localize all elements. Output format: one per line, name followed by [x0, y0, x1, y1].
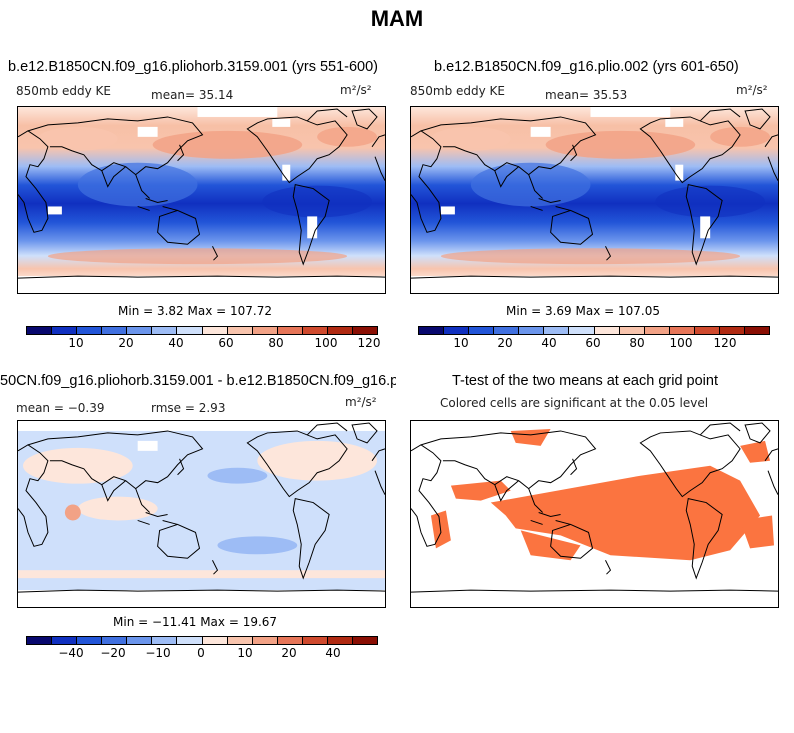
panel-3-rmse-label: rmse = 2.93 [151, 401, 226, 415]
panel-3-mean-label: mean = −0.39 [16, 401, 105, 415]
panel-1-variable-label: 850mb eddy KE [16, 84, 112, 98]
panel-1-colorbar [26, 326, 378, 335]
panel-3-colorbar-tick: 10 [237, 646, 253, 660]
panel-1-colorbar-tick: 100 [314, 336, 338, 350]
panel-4-map [410, 420, 779, 608]
panel-1-title: b.e12.B1850CN.f09_g16.pliohorb.3159.001 … [8, 59, 379, 75]
panel-1-colorbar-tick: 20 [118, 336, 134, 350]
panel-3-units: m²/s² [345, 395, 377, 409]
panel-2-map [410, 106, 779, 294]
panel-2-units: m²/s² [736, 83, 768, 97]
panel-2-title: b.e12.B1850CN.f09_g16.plio.002 (yrs 601-… [434, 59, 739, 75]
panel-1-units: m²/s² [340, 83, 372, 97]
panel-3-min-max: Min = −11.41 Max = 19.67 [113, 615, 278, 629]
panel-4-subtitle: Colored cells are significant at the 0.0… [440, 396, 709, 410]
panel-2-variable-label: 850mb eddy KE [410, 84, 506, 98]
panel-2-colorbar-tick: 120 [713, 336, 737, 350]
page-title: MAM [370, 6, 424, 31]
panel-1-colorbar-tick: 40 [168, 336, 184, 350]
panel-3-title: 50CN.f09_g16.pliohorb.3159.001 - b.e12.B… [0, 373, 396, 389]
panel-3-map [17, 420, 386, 608]
panel-3-colorbar-tick: −20 [100, 646, 126, 660]
panel-1-mean-label: mean= 35.14 [151, 88, 234, 102]
panel-1-colorbar-tick: 120 [357, 336, 381, 350]
panel-3-colorbar-tick: −40 [58, 646, 84, 660]
panel-2-min-max: Min = 3.69 Max = 107.05 [506, 304, 660, 318]
panel-3-colorbar-tick: −10 [145, 646, 171, 660]
panel-2-colorbar-tick: 80 [629, 336, 645, 350]
panel-2-mean-label: mean= 35.53 [545, 88, 628, 102]
panel-2-colorbar-tick: 20 [497, 336, 513, 350]
panel-3-colorbar [26, 636, 378, 645]
panel-2-colorbar-tick: 60 [585, 336, 601, 350]
panel-3-colorbar-tick: 40 [325, 646, 341, 660]
panel-1-min-max: Min = 3.82 Max = 107.72 [118, 304, 272, 318]
panel-1-map [17, 106, 386, 294]
panel-1-colorbar-tick: 80 [268, 336, 284, 350]
panel-1-colorbar-tick: 60 [218, 336, 234, 350]
panel-1-colorbar-tick: 10 [68, 336, 84, 350]
panel-3-colorbar-tick: 0 [197, 646, 205, 660]
panel-2-colorbar [418, 326, 770, 335]
panel-2-colorbar-tick: 10 [453, 336, 469, 350]
panel-2-colorbar-tick: 100 [669, 336, 693, 350]
panel-4-title: T-test of the two means at each grid poi… [452, 373, 718, 389]
panel-3-colorbar-tick: 20 [281, 646, 297, 660]
panel-2-colorbar-tick: 40 [541, 336, 557, 350]
